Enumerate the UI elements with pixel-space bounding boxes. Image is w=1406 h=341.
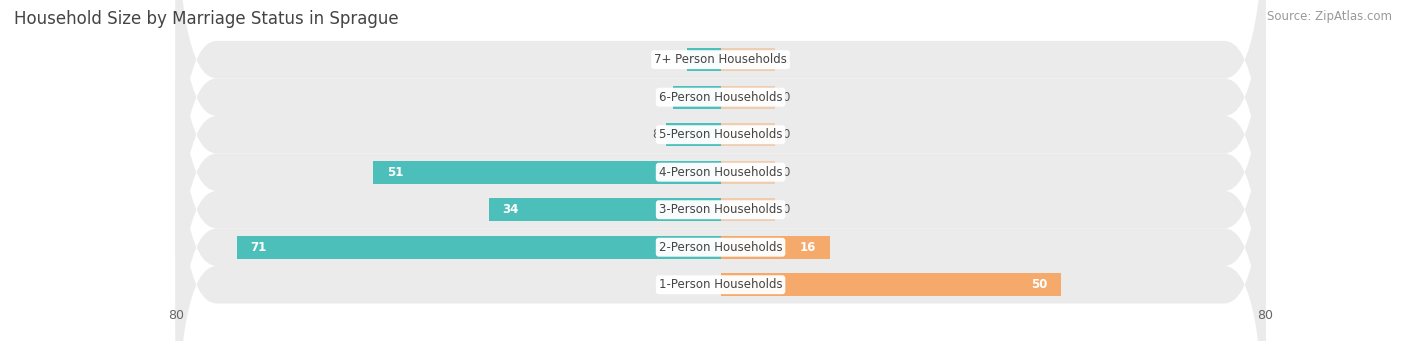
Text: 0: 0 — [782, 128, 789, 141]
Text: 7+ Person Households: 7+ Person Households — [654, 53, 787, 66]
Text: 8: 8 — [652, 128, 659, 141]
Text: Household Size by Marriage Status in Sprague: Household Size by Marriage Status in Spr… — [14, 10, 399, 28]
Text: 3-Person Households: 3-Person Households — [659, 203, 782, 216]
Text: 0: 0 — [782, 53, 789, 66]
Text: 51: 51 — [387, 166, 404, 179]
Text: 7: 7 — [658, 91, 666, 104]
Text: 71: 71 — [250, 241, 267, 254]
Bar — [673, 86, 721, 109]
Bar — [238, 236, 721, 259]
Bar — [686, 48, 721, 71]
FancyBboxPatch shape — [176, 78, 1265, 341]
Text: 5: 5 — [672, 53, 679, 66]
Text: 5-Person Households: 5-Person Households — [659, 128, 782, 141]
Bar — [721, 123, 775, 146]
FancyBboxPatch shape — [176, 0, 1265, 341]
Bar — [721, 86, 775, 109]
Text: 1-Person Households: 1-Person Households — [659, 278, 782, 291]
Bar — [373, 161, 721, 184]
FancyBboxPatch shape — [176, 0, 1265, 266]
Bar — [721, 273, 1062, 296]
FancyBboxPatch shape — [176, 41, 1265, 341]
Bar — [666, 123, 721, 146]
Bar — [721, 236, 830, 259]
Text: 16: 16 — [800, 241, 815, 254]
Text: 50: 50 — [1031, 278, 1047, 291]
Bar — [721, 198, 775, 221]
FancyBboxPatch shape — [176, 0, 1265, 303]
FancyBboxPatch shape — [176, 0, 1265, 341]
Bar — [721, 48, 775, 71]
Text: 0: 0 — [782, 166, 789, 179]
Text: 0: 0 — [782, 203, 789, 216]
Text: Source: ZipAtlas.com: Source: ZipAtlas.com — [1267, 10, 1392, 23]
Bar — [489, 198, 721, 221]
FancyBboxPatch shape — [176, 3, 1265, 341]
Text: 34: 34 — [503, 203, 519, 216]
Text: 2-Person Households: 2-Person Households — [659, 241, 782, 254]
Text: 6-Person Households: 6-Person Households — [659, 91, 782, 104]
Text: 4-Person Households: 4-Person Households — [659, 166, 782, 179]
Text: 0: 0 — [782, 91, 789, 104]
Bar — [721, 161, 775, 184]
